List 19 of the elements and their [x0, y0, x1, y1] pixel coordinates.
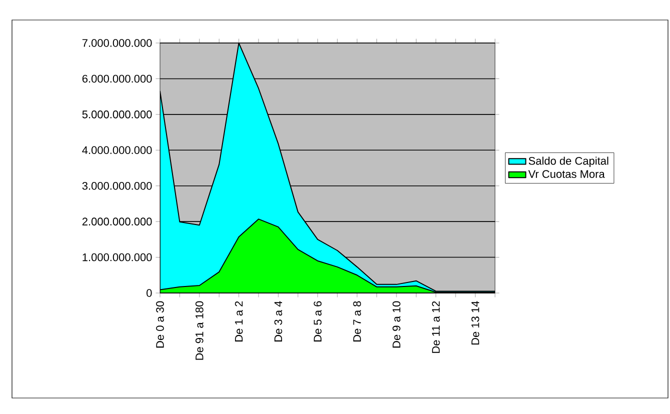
x-tick-label: De 5 a 6: [314, 301, 322, 342]
y-tick-label: 6.000.000.000: [82, 74, 152, 83]
x-tick-label: De 1 a 2: [234, 301, 243, 342]
x-tick-label: De 3 a 4: [274, 301, 282, 342]
x-tick-label: De 11 a 12: [432, 301, 440, 353]
y-tick-label: 2.000.000.000: [82, 218, 152, 226]
x-tick-label: De 7 a 8: [353, 301, 361, 342]
legend-label: Vr Cuotas Mora: [528, 170, 605, 178]
x-tick-label: De 13 14: [471, 301, 480, 345]
legend-label: Saldo de Capital: [528, 156, 608, 167]
x-tick-label: De 9 a 10: [392, 301, 400, 348]
x-tick-label: De 91 a 180: [196, 301, 204, 360]
y-tick-label: 5.000.000.000: [82, 110, 152, 118]
y-tick-label: 7.000.000.000: [82, 39, 152, 47]
y-tick-label: 0: [146, 289, 152, 297]
y-tick-label: 1.000.000.000: [82, 253, 152, 262]
y-tick-label: 4.000.000.000: [82, 146, 152, 154]
y-tick-label: 3.000.000.000: [82, 182, 152, 190]
x-tick-label: De 0 a 30: [156, 301, 164, 348]
